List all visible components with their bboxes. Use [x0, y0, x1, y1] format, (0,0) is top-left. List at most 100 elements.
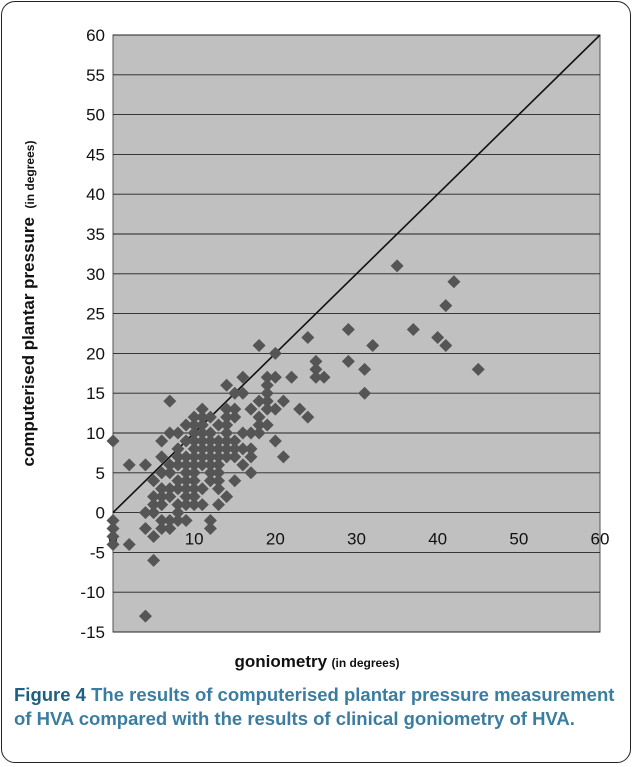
data-point — [236, 370, 250, 384]
y-tick-label: 35 — [86, 225, 105, 244]
data-point — [155, 498, 169, 512]
data-point — [203, 410, 217, 424]
data-point — [244, 450, 258, 464]
data-point — [244, 402, 258, 416]
data-point — [122, 458, 136, 472]
data-point — [122, 537, 136, 551]
data-point — [236, 442, 250, 456]
data-point — [260, 394, 274, 408]
data-point — [252, 338, 266, 352]
scatter-chart: -15 -10 -5 0 5 10 15 20 25 30 35 40 45 50 55 60 0 10 20 30… — [19, 26, 610, 640]
data-point — [195, 410, 209, 424]
data-point — [195, 458, 209, 472]
data-point — [147, 529, 161, 543]
data-point — [252, 410, 266, 424]
data-point — [155, 514, 169, 528]
data-point — [236, 426, 250, 440]
data-point — [220, 418, 234, 432]
data-point — [163, 466, 177, 480]
data-point — [171, 514, 185, 528]
data-point — [179, 514, 193, 528]
data-point — [179, 466, 193, 480]
data-point — [187, 434, 201, 448]
data-point — [228, 474, 242, 488]
data-point — [163, 490, 177, 504]
data-point — [163, 522, 177, 536]
data-point — [187, 474, 201, 488]
data-point — [187, 458, 201, 472]
data-point — [260, 418, 274, 432]
data-point — [203, 474, 217, 488]
y-tick-label: 45 — [86, 145, 105, 164]
data-point — [341, 323, 355, 337]
data-point — [228, 434, 242, 448]
data-point — [268, 370, 282, 384]
data-point — [390, 259, 404, 273]
data-point — [252, 418, 266, 432]
data-point — [147, 474, 161, 488]
data-point — [179, 418, 193, 432]
caption-text: The results of computerised plantar pres… — [14, 684, 615, 729]
data-point — [268, 346, 282, 360]
data-point — [163, 482, 177, 496]
y-axis-label: computerised plantar pressure (in degree… — [19, 141, 38, 467]
data-point — [228, 450, 242, 464]
data-point — [212, 466, 226, 480]
data-point — [163, 394, 177, 408]
data-point — [171, 474, 185, 488]
data-point — [220, 410, 234, 424]
data-point — [244, 426, 258, 440]
data-point — [106, 537, 120, 551]
data-point — [138, 506, 152, 520]
data-point — [187, 426, 201, 440]
data-point — [187, 498, 201, 512]
data-point — [171, 426, 185, 440]
data-point — [155, 522, 169, 536]
data-point — [220, 490, 234, 504]
data-point — [285, 370, 299, 384]
y-axis-label-unit: (in degrees) — [23, 141, 37, 209]
data-point — [309, 354, 323, 368]
y-tick-label: 25 — [86, 305, 105, 324]
data-point — [195, 402, 209, 416]
data-point — [195, 498, 209, 512]
y-tick-label: 0 — [96, 504, 105, 523]
data-point — [203, 466, 217, 480]
data-point — [171, 506, 185, 520]
data-point — [276, 450, 290, 464]
y-tick-label: 5 — [96, 464, 105, 483]
data-point — [138, 609, 152, 623]
data-point — [228, 442, 242, 456]
data-point — [220, 402, 234, 416]
data-point — [195, 442, 209, 456]
y-tick-label: 50 — [86, 106, 105, 125]
data-point — [212, 450, 226, 464]
data-point — [252, 394, 266, 408]
y-tick-label: 30 — [86, 265, 105, 284]
data-point — [220, 450, 234, 464]
data-point — [203, 426, 217, 440]
x-tick-label: 10 — [185, 530, 204, 549]
data-point — [268, 434, 282, 448]
data-point — [220, 378, 234, 392]
data-point — [212, 418, 226, 432]
data-point — [260, 386, 274, 400]
data-point — [195, 434, 209, 448]
data-point — [212, 434, 226, 448]
x-tick-label: 60 — [591, 530, 610, 549]
data-point — [187, 450, 201, 464]
data-point — [179, 482, 193, 496]
data-point — [220, 442, 234, 456]
data-point — [244, 466, 258, 480]
data-point — [195, 418, 209, 432]
data-point — [276, 394, 290, 408]
data-point — [179, 474, 193, 488]
data-point — [147, 490, 161, 504]
data-point — [309, 362, 323, 376]
data-point — [106, 522, 120, 536]
x-tick-label: 20 — [266, 530, 285, 549]
data-point — [212, 474, 226, 488]
y-tick-label: 55 — [86, 66, 105, 85]
data-point — [179, 434, 193, 448]
data-point — [203, 458, 217, 472]
